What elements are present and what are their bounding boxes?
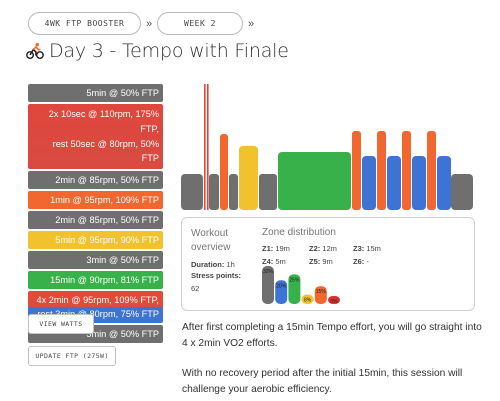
page-title-row: Day 3 - Tempo with Finale (26, 40, 289, 62)
chart-block (207, 84, 209, 210)
zone-bar (275, 280, 288, 304)
workout-overview-heading: Workout overview (191, 228, 231, 253)
interval-item: 2min @ 85rpm, 50% FTP (28, 171, 163, 190)
description-paragraph: With no recovery period after the initia… (182, 368, 463, 395)
view-watts-button[interactable]: VIEW WATTS (28, 314, 94, 334)
zone-bar-label: 20% (276, 283, 287, 289)
interval-list: 5min @ 50% FTP 2x 10sec @ 110rpm, 175% FT… (28, 84, 163, 345)
interval-item: 5min @ 50% FTP (28, 84, 163, 102)
chart-block (402, 131, 411, 210)
zone-stat-z3: Z3: 15m (353, 244, 381, 253)
breadcrumb: 4WK FTP BOOSTER » WEEK 2 » (28, 12, 259, 35)
chart-block (209, 174, 219, 210)
chart-block (451, 174, 473, 210)
zone-stat-z2: Z2: 12m (309, 244, 337, 253)
zone-bar-label: 15% (316, 289, 327, 295)
chart-block (229, 174, 238, 210)
chart-block (259, 174, 277, 210)
breadcrumb-separator: » (145, 17, 153, 30)
chart-block (204, 84, 206, 210)
duration-stat: Duration: 1h (191, 260, 235, 269)
description-paragraph: After first completing a 15min Tempo eff… (182, 322, 482, 349)
chart-block (220, 134, 228, 210)
chart-block (427, 131, 436, 210)
zone-bar-label: 32% (263, 269, 274, 275)
zone-bar (301, 294, 314, 304)
chart-block (278, 152, 351, 210)
interval-item: 15min @ 90rpm, 81% FTP (28, 271, 163, 290)
zone-stat-z4: Z4: 5m (262, 257, 286, 266)
zone-bar (314, 286, 327, 304)
workout-profile-chart (181, 84, 473, 210)
chart-block (437, 156, 451, 210)
stress-points-label: Stress points: (191, 271, 242, 280)
duration-value: 1h (226, 260, 235, 269)
breadcrumb-plan-link[interactable]: 4WK FTP BOOSTER (28, 12, 141, 35)
chart-block (352, 131, 361, 210)
update-ftp-button[interactable]: UPDATE FTP (275W) (28, 346, 116, 366)
zone-distribution-bars: 32% 20%25% 8% 15%0% (262, 266, 340, 305)
zone-bar-label: 8% (304, 298, 312, 304)
zone-bar-label: 0% (330, 299, 338, 305)
breadcrumb-separator: » (247, 17, 255, 30)
cyclist-icon (26, 42, 44, 60)
duration-label: Duration: (191, 260, 225, 269)
zone-bar (262, 266, 274, 304)
page-title: Day 3 - Tempo with Finale (49, 40, 289, 62)
chart-block (377, 131, 386, 210)
interval-item: 2x 10sec @ 110rpm, 175% FTP, rest 50sec @ … (28, 104, 163, 170)
zone-stat-z1: Z1: 19m (262, 244, 290, 253)
stress-points-value: 62 (191, 284, 200, 293)
interval-item: 1min @ 95rpm, 109% FTP (28, 191, 163, 210)
workout-profile-svg (181, 84, 473, 210)
zone-bar (288, 274, 301, 304)
workout-overview-card: Workout overview Duration: 1h Stress poi… (181, 217, 475, 311)
chart-block (412, 156, 426, 210)
chart-block (387, 156, 401, 210)
chart-block (362, 156, 376, 210)
workout-description: After first completing a 15min Tempo eff… (182, 320, 482, 398)
chart-block (181, 174, 203, 210)
zone-distribution-heading: Zone distribution (262, 227, 336, 238)
chart-block (239, 146, 258, 210)
interval-item: 5min @ 95rpm, 90% FTP (28, 231, 163, 250)
zone-stat-z5: Z5: 9m (309, 257, 333, 266)
breadcrumb-week-link[interactable]: WEEK 2 (157, 12, 243, 35)
interval-item: 2min @ 85rpm, 50% FTP (28, 211, 163, 230)
zone-bar (328, 296, 340, 304)
zone-stat-z6: Z6: - (353, 257, 369, 266)
interval-item: 3min @ 50% FTP (28, 251, 163, 270)
zone-bar-label: 25% (289, 277, 300, 283)
